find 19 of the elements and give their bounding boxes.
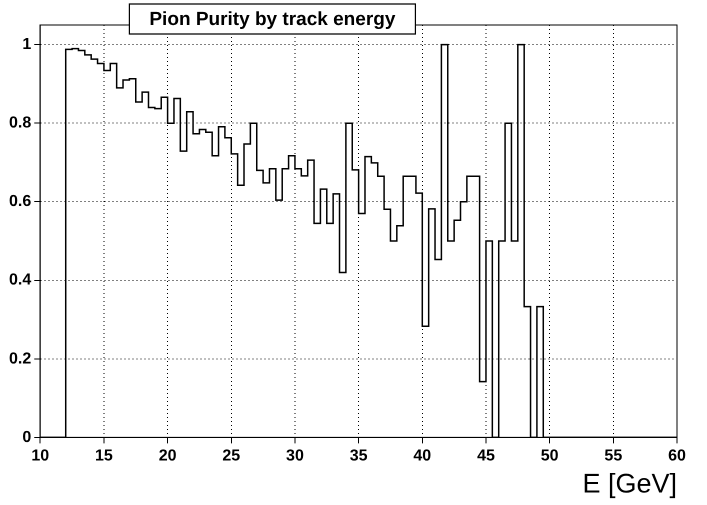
x-tick-label: 30	[286, 447, 304, 464]
y-tick-label: 0.2	[8, 350, 32, 368]
x-tick-label: 55	[604, 447, 622, 464]
x-tick-label: 40	[413, 447, 432, 464]
y-tick-label: 0	[22, 428, 32, 446]
x-tick-label: 60	[668, 447, 686, 464]
x-tick-label: 15	[95, 447, 113, 464]
x-tick-label: 25	[222, 447, 240, 464]
chart-title: Pion Purity by track energy	[149, 9, 396, 30]
y-tick-label: 1	[22, 36, 32, 54]
y-tick-label: 0.6	[8, 193, 32, 210]
x-axis-title: E [GeV]	[582, 468, 677, 498]
x-tick-label: 45	[477, 447, 495, 464]
x-tick-label: 35	[350, 447, 368, 464]
x-tick-label: 50	[540, 447, 559, 464]
x-tick-label: 20	[158, 447, 177, 464]
y-tick-label: 0.4	[8, 272, 32, 289]
x-tick-label: 10	[31, 447, 50, 464]
y-tick-label: 0.8	[8, 114, 32, 132]
